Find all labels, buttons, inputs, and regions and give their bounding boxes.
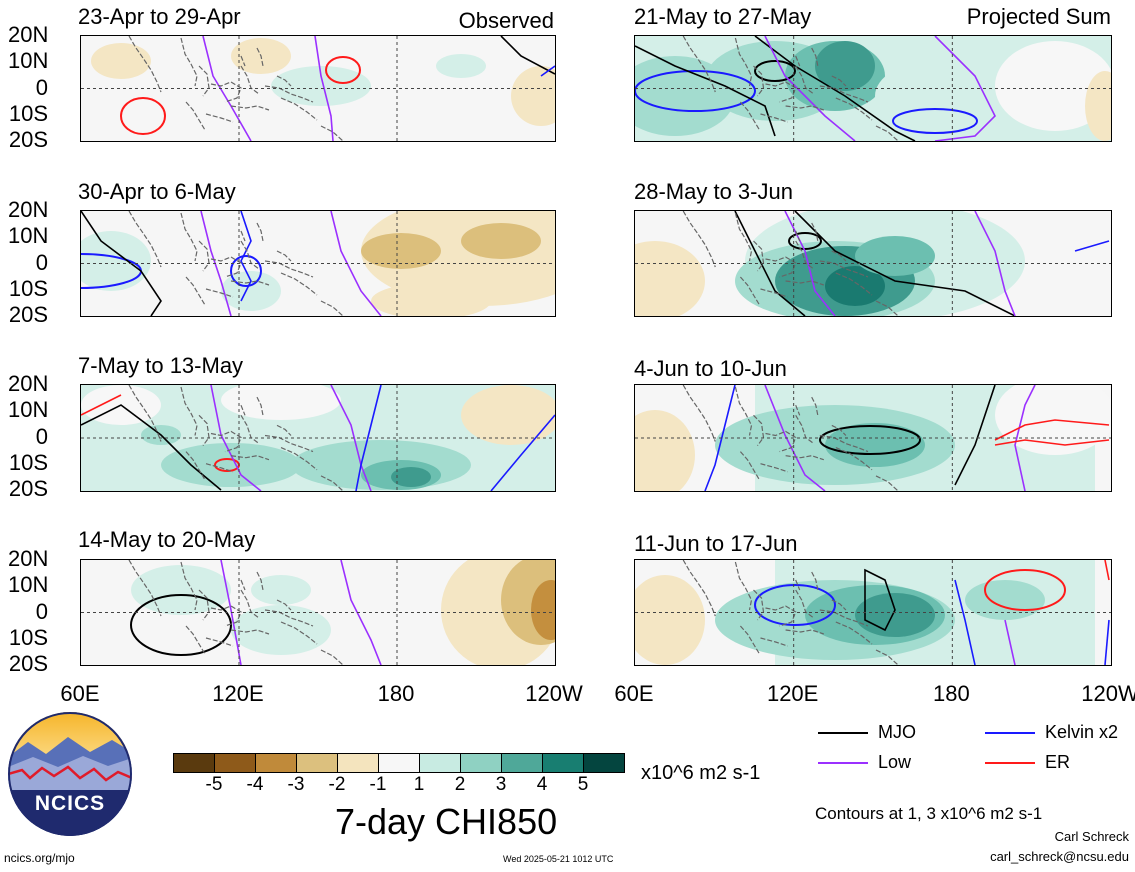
latitude-label: 20N: [8, 546, 49, 571]
longitude-label: 180: [932, 681, 970, 706]
latitude-label: 10N: [8, 572, 49, 598]
colorbar-title: 7-day CHI850: [335, 801, 558, 842]
latitude-label: 10S: [8, 624, 48, 650]
legend-item-mjo: MJO: [818, 722, 916, 743]
map-field: [635, 385, 1111, 491]
author: Carl Schreck: [1054, 829, 1129, 844]
latitude-label: 20S: [8, 651, 48, 676]
timestamp: Wed 2025-05-21 1012 UTC: [503, 854, 614, 864]
map-field: [635, 36, 1111, 141]
map-panel: [634, 384, 1112, 492]
latitude-label: 20S: [8, 127, 48, 152]
map-panel: [80, 35, 556, 142]
colorbar-tick-label: 3: [495, 774, 507, 795]
ncics-logo-art: [8, 712, 132, 836]
map-field: [81, 211, 555, 316]
colorbar-swatch: [379, 754, 420, 772]
contour-note: Contours at 1, 3 x10^6 m2 s-1: [815, 804, 1043, 823]
latitude-label: 10N: [8, 48, 49, 74]
legend-item-low: Low: [818, 752, 911, 773]
longitude-label: 120E: [766, 681, 819, 706]
map-panel: [634, 559, 1112, 666]
map-field: [635, 211, 1111, 316]
legend-item-kelvin: Kelvin x2: [985, 722, 1118, 743]
map-field: [81, 560, 555, 665]
legend-line-icon: [818, 761, 868, 764]
panel-title: 4-Jun to 10-Jun: [634, 356, 787, 381]
latitude-label: 0: [35, 249, 48, 275]
latitude-label: 10N: [8, 223, 49, 249]
colorbar: [173, 753, 625, 773]
colorbar-tick-label: 1: [413, 774, 425, 795]
panel-tag: Observed: [458, 8, 554, 33]
map-panel: [634, 210, 1112, 317]
legend-label: ER: [1045, 752, 1071, 772]
legend-line-icon: [818, 731, 868, 734]
latitude-label: 10S: [8, 100, 48, 126]
panel-title: 14-May to 20-May: [78, 527, 256, 552]
colorbar-swatch: [584, 754, 624, 772]
panel-title: 23-Apr to 29-Apr: [78, 4, 241, 29]
logo-text: NCICS: [34, 792, 106, 815]
longitude-label: 120W: [1081, 681, 1135, 706]
colorbar-swatch: [174, 754, 215, 772]
site-link[interactable]: ncics.org/mjo: [4, 851, 75, 865]
colorbar-tick-label: -5: [205, 774, 223, 795]
longitude-label: 180: [377, 681, 415, 706]
author-email[interactable]: carl_schreck@ncsu.edu: [990, 849, 1129, 864]
latitude-label: 20N: [8, 197, 49, 222]
map-field: [81, 385, 555, 491]
longitude-label: 120W: [525, 681, 583, 706]
panel-tag: Projected Sum: [966, 4, 1111, 29]
latitude-label: 10S: [8, 449, 48, 475]
panel-title: 21-May to 27-May: [634, 4, 812, 29]
longitude-label: 120E: [212, 681, 264, 706]
map-panel: [634, 35, 1112, 142]
legend-line-icon: [985, 761, 1035, 764]
colorbar-swatch: [338, 754, 379, 772]
map-field: [81, 36, 555, 141]
colorbar-swatch: [297, 754, 338, 772]
colorbar-tick-label: 5: [577, 774, 589, 795]
legend-item-er: ER: [985, 752, 1070, 773]
map-panel: [80, 210, 556, 317]
ncics-logo: NCICS: [8, 712, 132, 836]
latitude-label: 10S: [8, 275, 48, 301]
colorbar-swatch: [543, 754, 584, 772]
map-panel: [80, 384, 556, 492]
longitude-label: 60E: [614, 681, 654, 706]
map-panel: [80, 559, 556, 666]
colorbar-tick-label: -4: [246, 774, 264, 795]
latitude-label: 0: [35, 74, 48, 100]
colorbar-swatch: [256, 754, 297, 772]
panel-title: 28-May to 3-Jun: [634, 179, 793, 204]
panel-title: 7-May to 13-May: [78, 353, 244, 378]
map-field: [635, 560, 1111, 665]
latitude-label: 20S: [8, 302, 48, 327]
colorbar-units: x10^6 m2 s-1: [641, 762, 761, 784]
longitude-label: 60E: [60, 681, 100, 706]
latitude-label: 0: [35, 598, 48, 624]
latitude-label: 20N: [8, 22, 49, 47]
colorbar-swatch: [502, 754, 543, 772]
legend-label: Kelvin x2: [1045, 722, 1119, 742]
colorbar-swatch: [215, 754, 256, 772]
latitude-label: 20S: [8, 476, 48, 501]
legend-label: Low: [878, 752, 912, 772]
colorbar-tick-label: -1: [369, 774, 387, 795]
colorbar-swatch: [461, 754, 502, 772]
colorbar-tick-label: 2: [454, 774, 466, 795]
latitude-label: 0: [35, 423, 48, 449]
panel-title: 30-Apr to 6-May: [78, 179, 236, 204]
legend-label: MJO: [878, 722, 916, 742]
colorbar-tick-label: -2: [328, 774, 346, 795]
panel-title: 11-Jun to 17-Jun: [634, 531, 798, 556]
colorbar-tick-label: -3: [287, 774, 305, 795]
latitude-label: 10N: [8, 397, 49, 423]
latitude-label: 20N: [8, 371, 49, 396]
legend-line-icon: [985, 731, 1035, 734]
colorbar-swatch: [420, 754, 461, 772]
colorbar-tick-label: 4: [536, 774, 548, 795]
